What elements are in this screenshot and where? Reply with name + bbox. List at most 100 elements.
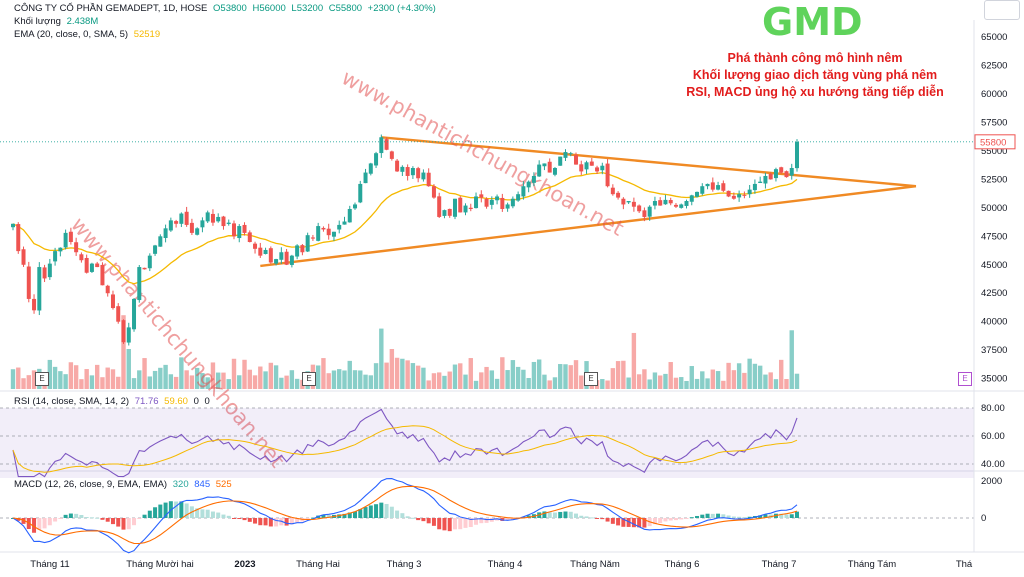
- volume-bar: [458, 363, 463, 389]
- candle-body: [26, 266, 31, 299]
- macd-value: 845: [194, 479, 211, 490]
- earnings-marker[interactable]: E: [584, 372, 598, 386]
- candle-body: [132, 298, 137, 330]
- volume-bar: [742, 372, 747, 389]
- volume-bar: [636, 374, 642, 389]
- candle-body: [679, 204, 684, 208]
- price-tick-label: 62500: [981, 61, 1007, 72]
- candle-body: [542, 163, 547, 167]
- candle-body: [121, 320, 126, 343]
- price-tick-label: 35000: [981, 374, 1007, 385]
- volume-bar: [773, 379, 779, 389]
- volume-bar: [405, 360, 410, 389]
- volume-bar: [263, 371, 268, 389]
- candle-body: [310, 237, 315, 239]
- volume-bar: [531, 361, 537, 389]
- macd-histogram-bar: [384, 503, 389, 518]
- volume-bar: [500, 357, 505, 389]
- candle-body: [416, 168, 421, 179]
- macd-histogram-bar: [416, 518, 421, 521]
- last-price-box: [974, 134, 1016, 150]
- volume-bar: [16, 367, 21, 389]
- macd-histogram-bar: [589, 517, 594, 519]
- volume-bar: [542, 374, 547, 389]
- macd-histogram-bar: [231, 518, 236, 519]
- volume-bar: [137, 370, 142, 389]
- candle-body: [100, 264, 105, 286]
- macd-histogram-bar: [389, 506, 394, 518]
- candle-body: [153, 245, 158, 254]
- toolbar-button[interactable]: [984, 0, 1020, 20]
- volume-bar: [273, 365, 279, 389]
- macd-histogram-bar: [742, 517, 747, 519]
- volume-bar: [331, 370, 337, 389]
- macd-histogram-bar: [42, 518, 47, 529]
- volume-bar: [663, 373, 668, 389]
- candle-body: [174, 221, 179, 224]
- candle-body: [37, 267, 42, 311]
- macd-hist-value: 320: [172, 479, 189, 490]
- candle-body: [231, 223, 236, 237]
- candle-body: [637, 205, 642, 212]
- volume-bar: [315, 365, 321, 389]
- macd-histogram-bar: [263, 518, 268, 526]
- candle-body: [500, 197, 505, 209]
- volume-bar: [126, 349, 131, 389]
- volume-bar: [105, 367, 110, 389]
- candle-body: [742, 194, 747, 196]
- volume-bar: [379, 328, 384, 389]
- candle-body: [253, 243, 258, 249]
- candle-body: [184, 211, 189, 225]
- candle-body: [16, 224, 21, 252]
- volume-bar: [521, 369, 526, 389]
- candle-body: [205, 212, 210, 222]
- macd-histogram-bar: [268, 518, 273, 527]
- macd-histogram-bar: [79, 514, 84, 518]
- volume-bar: [558, 364, 563, 389]
- candle-body: [258, 247, 263, 256]
- candle-body: [700, 186, 705, 194]
- candle-body: [195, 228, 200, 235]
- candle-body: [358, 183, 363, 203]
- candle-body: [574, 155, 579, 165]
- earnings-marker[interactable]: E: [302, 372, 316, 386]
- earnings-marker[interactable]: E: [958, 372, 972, 386]
- candle-body: [47, 263, 52, 278]
- volume-bar: [347, 360, 352, 389]
- candle-body: [110, 294, 115, 309]
- macd-histogram-bar: [721, 514, 726, 518]
- candle-body: [689, 195, 694, 202]
- volume-bar: [289, 370, 295, 389]
- macd-histogram-bar: [205, 509, 210, 518]
- low-value: L53200: [291, 3, 324, 14]
- candle-body: [516, 194, 521, 201]
- candle-body: [368, 163, 373, 174]
- macd-histogram-bar: [158, 504, 163, 518]
- macd-histogram-bar: [284, 518, 289, 526]
- volume-bar: [684, 380, 689, 389]
- volume-legend: Khối lượng 2.438M: [14, 16, 101, 27]
- volume-bar: [152, 370, 158, 389]
- volume-label: Khối lượng: [14, 16, 61, 27]
- volume-bar: [736, 363, 742, 389]
- time-tick-label: Thá: [956, 559, 973, 570]
- volume-bar: [26, 375, 31, 389]
- macd-histogram-bar: [426, 518, 431, 524]
- candle-body: [452, 198, 457, 217]
- candle-body: [710, 182, 715, 190]
- price-tick-label: 42500: [981, 288, 1007, 299]
- candle-body: [410, 168, 415, 176]
- upper-trendline: [381, 136, 917, 188]
- volume-bar: [505, 370, 510, 389]
- candle-body: [126, 327, 131, 343]
- earnings-marker[interactable]: E: [35, 372, 49, 386]
- candle-body: [300, 245, 305, 253]
- macd-histogram-bar: [74, 513, 79, 518]
- volume-bars: [10, 315, 800, 389]
- candle-body: [437, 196, 442, 217]
- macd-histogram-bar: [289, 518, 294, 525]
- volume-bar: [705, 378, 710, 389]
- volume-bar: [210, 362, 216, 389]
- macd-histogram-bar: [616, 518, 621, 526]
